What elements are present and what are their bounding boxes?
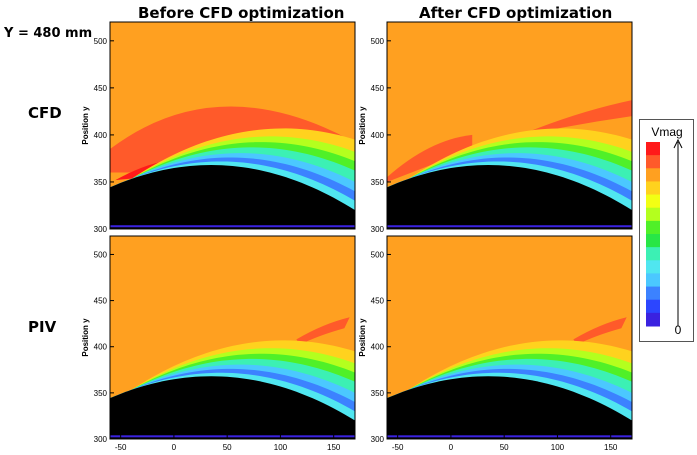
y-tick-label: 450 xyxy=(94,297,108,306)
column-title-before: Before CFD optimization xyxy=(138,4,345,22)
legend-swatch xyxy=(646,207,660,222)
panel-frame xyxy=(386,21,633,230)
x-tick-label: -50 xyxy=(392,443,404,452)
legend-swatch xyxy=(646,247,660,261)
cut-label: Y = 480 mm xyxy=(4,26,93,41)
x-tick-label: 150 xyxy=(604,443,618,452)
legend-min-label: 0 xyxy=(675,323,682,337)
x-tick-label: 50 xyxy=(223,443,232,452)
y-tick-label: 350 xyxy=(94,178,108,187)
legend-swatch xyxy=(646,142,660,156)
legend-swatch xyxy=(646,273,660,288)
legend-swatch xyxy=(646,168,660,182)
bump-body xyxy=(110,165,355,229)
floor-line xyxy=(387,225,632,228)
legend-swatch xyxy=(646,260,660,274)
x-tick-label: 0 xyxy=(172,443,177,452)
contour-panel xyxy=(387,236,632,439)
y-tick-label: 400 xyxy=(371,343,385,352)
y-tick-label: 400 xyxy=(94,131,108,140)
bump-body xyxy=(387,165,632,229)
row-label-cfd: CFD xyxy=(28,104,62,122)
x-tick-label: 150 xyxy=(327,443,341,452)
x-tick-label: 100 xyxy=(551,443,565,452)
y-tick-label: 500 xyxy=(94,37,108,46)
y-tick-label: 400 xyxy=(94,343,108,352)
panel-frame xyxy=(386,235,633,440)
y-tick-label: 350 xyxy=(371,178,385,187)
y-tick-label: 500 xyxy=(371,37,385,46)
bump-body xyxy=(110,376,355,439)
contour-panel xyxy=(387,22,632,229)
y-axis-label: Position y xyxy=(358,318,367,357)
legend-swatch xyxy=(646,220,660,235)
high-speed-patch xyxy=(573,317,627,345)
panel-frame xyxy=(109,235,356,440)
legend-swatch xyxy=(646,181,660,196)
legend-arrow-head xyxy=(673,138,683,149)
floor-line xyxy=(110,225,355,228)
high-speed-region xyxy=(525,100,632,135)
y-tick-label: 350 xyxy=(371,389,385,398)
row-label-piv: PIV xyxy=(28,318,57,336)
legend-swatch xyxy=(646,286,660,301)
y-tick-label: 300 xyxy=(371,225,385,234)
y-tick-label: 350 xyxy=(94,389,108,398)
legend-title: Vmag xyxy=(651,125,682,139)
y-tick-label: 500 xyxy=(94,250,108,259)
x-tick-label: 0 xyxy=(449,443,454,452)
high-speed-region xyxy=(387,134,473,182)
y-axis-label: Position y xyxy=(81,106,90,145)
contour-panel xyxy=(110,236,355,439)
y-tick-label: 400 xyxy=(371,131,385,140)
y-axis-label: Position y xyxy=(81,318,90,357)
x-tick-label: -50 xyxy=(115,443,127,452)
x-tick-label: 100 xyxy=(274,443,288,452)
colorbar-legend: Vmag 0 xyxy=(639,119,694,342)
column-title-after: After CFD optimization xyxy=(419,4,613,22)
bump-body xyxy=(387,376,632,439)
y-tick-label: 300 xyxy=(94,225,108,234)
legend-swatch xyxy=(646,234,660,248)
y-tick-label: 450 xyxy=(371,84,385,93)
y-tick-label: 450 xyxy=(371,297,385,306)
floor-line xyxy=(110,435,355,438)
legend-swatch xyxy=(646,299,660,314)
y-tick-label: 500 xyxy=(371,250,385,259)
x-tick-label: 50 xyxy=(500,443,509,452)
y-tick-label: 450 xyxy=(94,84,108,93)
legend-swatch xyxy=(646,194,660,209)
floor-line xyxy=(387,435,632,438)
panel-frame xyxy=(109,21,356,230)
y-axis-label: Position y xyxy=(358,106,367,145)
contour-panel xyxy=(110,22,355,229)
legend-swatch xyxy=(646,155,660,169)
high-speed-patch xyxy=(296,317,350,345)
legend-swatch xyxy=(646,312,660,327)
y-tick-label: 300 xyxy=(94,435,108,444)
y-tick-label: 300 xyxy=(371,435,385,444)
